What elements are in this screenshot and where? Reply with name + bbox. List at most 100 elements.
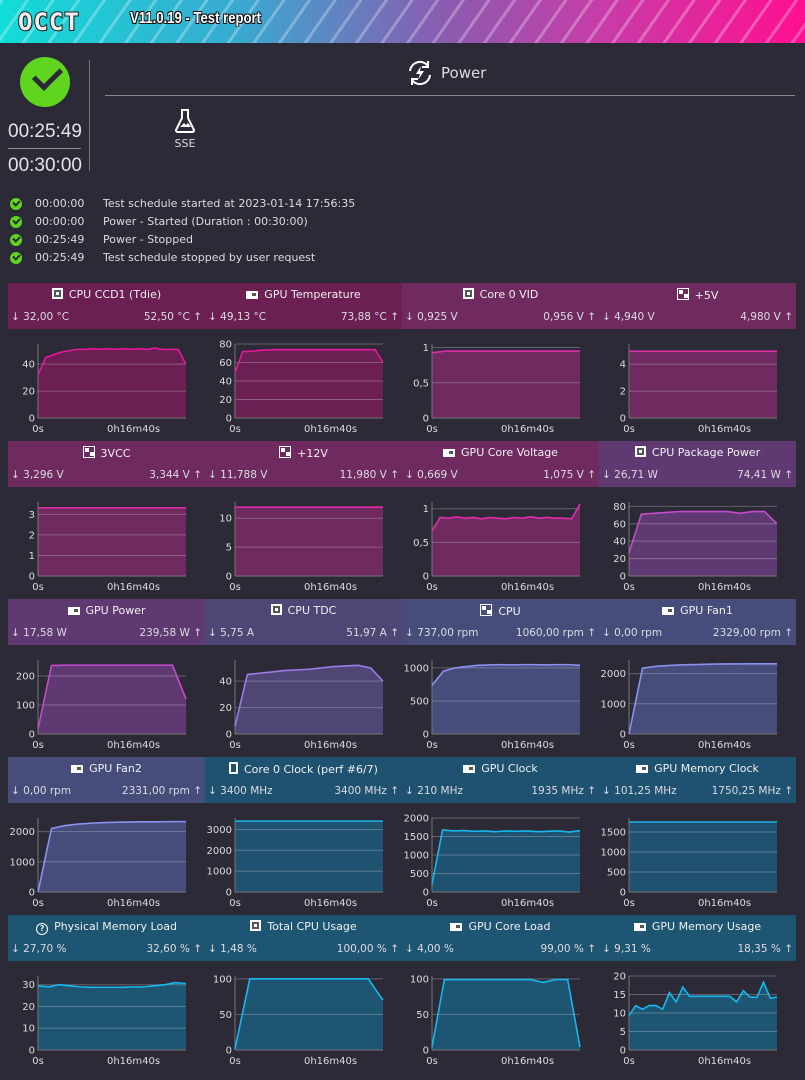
x-tick-label: 0s: [32, 898, 44, 909]
sensor-header: GPU Fan2 ↓ 0,00 rpm 2331,00 rpm ↑: [8, 757, 205, 803]
sensor-title: 3VCC: [8, 446, 205, 460]
log-entry: 00:00:00 Test schedule started at 2023-01…: [10, 197, 355, 210]
series-area: [235, 349, 383, 418]
y-tick-label: 1500: [601, 828, 626, 839]
sensor-chart: 0 100 200 0s 0h16m40s: [16, 660, 187, 751]
arrow-down-icon: ↓: [11, 469, 24, 481]
series-line: [234, 664, 384, 727]
min-value: 210 MHz: [417, 785, 463, 797]
series-area: [38, 665, 186, 734]
min-value: 1,48 %: [220, 943, 257, 955]
sensor-max: 100,00 % ↑: [337, 943, 399, 955]
max-value: 73,88 °C: [340, 311, 387, 323]
sensor-title-label: 3VCC: [100, 447, 131, 460]
sensor-title: ? Physical Memory Load: [8, 920, 205, 935]
y-tick-label: 0: [226, 1046, 232, 1057]
y-tick-label: 60: [219, 358, 232, 369]
y-tick-label: 500: [410, 869, 429, 880]
arrow-down-icon: ↓: [602, 311, 615, 323]
x-tick-label: 0h16m40s: [698, 582, 751, 593]
cpu-chip-icon: [634, 446, 646, 457]
arrow-up-icon: ↑: [189, 469, 202, 481]
y-tick-label: 0: [423, 730, 429, 741]
y-tick-label: 2: [620, 387, 626, 398]
sensor-max: 73,88 °C ↑: [341, 311, 399, 323]
max-value: 100,00 %: [336, 943, 387, 955]
sensor-panel: CPU CCD1 (Tdie) ↓ 32,00 °C 52,50 °C ↑ 0 20…: [8, 283, 205, 441]
arrow-up-icon: ↑: [386, 627, 399, 639]
max-value: 11,980 V: [339, 469, 387, 481]
sensor-panel: Total CPU Usage ↓ 1,48 % 100,00 % ↑ 0 50 10…: [205, 915, 402, 1073]
y-tick-label: 20: [613, 972, 626, 983]
sensor-header: GPU Core Voltage ↓ 0,669 V 1,075 V ↑: [402, 441, 599, 487]
sensor-max: 239,58 W ↑: [139, 627, 202, 639]
series-area: [432, 664, 580, 734]
y-tick-label: 500: [410, 696, 429, 707]
sensor-chart: 0 20 40 60 80 0s 0h16m40s: [219, 340, 384, 435]
x-tick-label: 0s: [32, 740, 44, 751]
x-tick-label: 0h16m40s: [698, 424, 751, 435]
check-icon: [10, 233, 22, 246]
sensor-max: 1060,00 rpm ↑: [516, 627, 596, 639]
test-name-label: Power: [441, 64, 487, 82]
core-icon: [229, 762, 238, 774]
y-tick-label: 0: [29, 572, 35, 583]
arrow-down-icon: ↓: [11, 785, 24, 797]
arrow-up-icon: ↑: [189, 627, 202, 639]
arrow-up-icon: ↑: [583, 311, 596, 323]
max-value: 0,956 V: [543, 311, 584, 323]
sensor-max: 1750,25 MHz ↑: [712, 785, 793, 797]
y-tick-label: 0: [620, 414, 626, 425]
sensor-header: GPU Temperature ↓ 49,13 °C 73,88 °C ↑: [205, 283, 402, 329]
motherboard-icon: [279, 446, 292, 458]
arrow-down-icon: ↓: [208, 311, 221, 323]
min-value: 9,31 %: [614, 943, 651, 955]
sensor-min: ↓ 3400 MHz: [208, 785, 273, 797]
series-area: [629, 351, 777, 418]
sensor-title-label: +5V: [694, 289, 719, 302]
sensor-min: ↓ 0,925 V: [405, 311, 458, 323]
motherboard-icon: [676, 288, 689, 300]
min-value: 3,296 V: [23, 469, 64, 481]
sensor-panel: +5V ↓ 4,940 V 4,980 V ↑ 0 2 4 0s 0h16m40s: [599, 283, 796, 441]
sensor-title-label: Core 0 Clock (perf #6/7): [244, 763, 378, 776]
sensor-chart: 0 5 10 15 20 0s 0h16m40s: [613, 972, 778, 1067]
sensor-title: GPU Memory Usage: [599, 920, 796, 933]
sensor-chart: 0 0,5 1 0s 0h16m40s: [413, 343, 580, 435]
sensor-title: GPU Temperature: [205, 288, 402, 301]
y-tick-label: 0: [29, 730, 35, 741]
max-value: 2329,00 rpm: [712, 627, 781, 639]
sensor-max: 0,956 V ↑: [543, 311, 596, 323]
y-tick-label: 1000: [404, 851, 429, 862]
y-tick-label: 500: [607, 868, 626, 879]
series-area: [432, 979, 580, 1050]
sensor-header: CPU ↓ 737,00 rpm 1060,00 rpm ↑: [402, 599, 599, 645]
series-area: [629, 511, 777, 576]
sensor-max: 1935 MHz ↑: [531, 785, 596, 797]
elapsed-time: 00:25:49: [8, 121, 82, 142]
sensor-max: 99,00 % ↑: [540, 943, 596, 955]
sensor-panel: Core 0 Clock (perf #6/7) ↓ 3400 MHz 3400…: [205, 757, 402, 915]
arrow-up-icon: ↑: [189, 311, 202, 323]
sensor-panel: GPU Temperature ↓ 49,13 °C 73,88 °C ↑ 0 20…: [205, 283, 402, 441]
y-tick-label: 1000: [601, 848, 626, 859]
x-tick-label: 0s: [229, 582, 241, 593]
arrow-up-icon: ↑: [583, 785, 596, 797]
y-tick-label: 60: [613, 519, 626, 530]
sensor-header: GPU Memory Clock ↓ 101,25 MHz 1750,25 MH…: [599, 757, 796, 803]
y-tick-label: 0: [29, 888, 35, 899]
arrow-down-icon: ↓: [602, 469, 615, 481]
divider: [8, 148, 81, 149]
x-tick-label: 0h16m40s: [501, 898, 554, 909]
sensor-min: ↓ 11,788 V: [208, 469, 267, 481]
gpu-card-icon: [246, 291, 259, 299]
series-line: [431, 978, 581, 1048]
y-tick-label: 20: [219, 395, 232, 406]
y-tick-label: 4: [620, 360, 626, 371]
sensor-panel: GPU Clock ↓ 210 MHz 1935 MHz ↑ 0 500 1000 15…: [402, 757, 599, 915]
y-tick-label: 0: [423, 888, 429, 899]
sensor-min: ↓ 26,71 W: [602, 469, 658, 481]
sensor-min: ↓ 17,58 W: [11, 627, 67, 639]
min-value: 4,00 %: [417, 943, 454, 955]
x-tick-label: 0h16m40s: [107, 582, 160, 593]
